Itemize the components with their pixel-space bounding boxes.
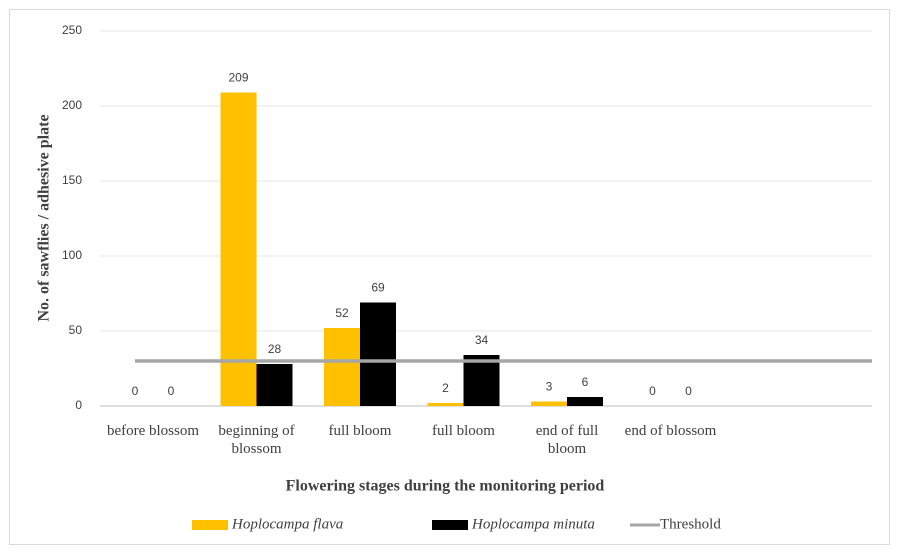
bar	[256, 364, 293, 406]
bar	[531, 401, 567, 406]
y-tick-label: 50	[69, 323, 83, 337]
data-label: 34	[475, 333, 489, 347]
data-label: 0	[132, 384, 139, 398]
x-tick-label: full bloom	[432, 423, 495, 439]
legend-label: Hoplocampa minuta	[471, 516, 595, 532]
legend-swatch	[192, 520, 228, 530]
data-label: 6	[582, 375, 589, 389]
y-tick-label: 0	[75, 398, 82, 412]
y-tick-label: 200	[62, 98, 82, 112]
legend-label: Hoplocampa flava	[231, 516, 343, 532]
bar	[463, 355, 500, 406]
bar	[360, 302, 396, 406]
bar	[427, 403, 464, 406]
data-label: 0	[649, 384, 656, 398]
bar	[220, 92, 257, 406]
data-label: 209	[228, 71, 248, 85]
legend-swatch	[432, 520, 468, 530]
bar	[324, 328, 360, 406]
data-label: 2	[442, 381, 449, 395]
y-tick-label: 150	[62, 173, 82, 187]
data-label: 28	[268, 342, 282, 356]
data-label: 52	[335, 306, 349, 320]
y-tick-label: 100	[62, 248, 82, 262]
x-tick-label: end of blossom	[624, 423, 717, 439]
x-tick-label: end of full bloom	[535, 423, 599, 457]
data-label: 0	[168, 384, 175, 398]
data-label: 0	[685, 384, 692, 398]
data-label: 69	[371, 281, 385, 295]
y-tick-label: 250	[62, 23, 82, 37]
data-label: 3	[546, 380, 553, 394]
x-tick-label: beginning of blossom	[218, 423, 295, 457]
legend-label: Threshold	[660, 516, 721, 532]
chart-border	[9, 9, 890, 545]
x-tick-label: full bloom	[328, 423, 392, 439]
x-tick-label: before blossom	[106, 423, 200, 439]
bar	[567, 397, 603, 406]
y-axis-label: No. of sawflies / adhesive plate	[36, 114, 53, 321]
x-axis-label: Flowering stages during the monitoring p…	[286, 478, 605, 495]
